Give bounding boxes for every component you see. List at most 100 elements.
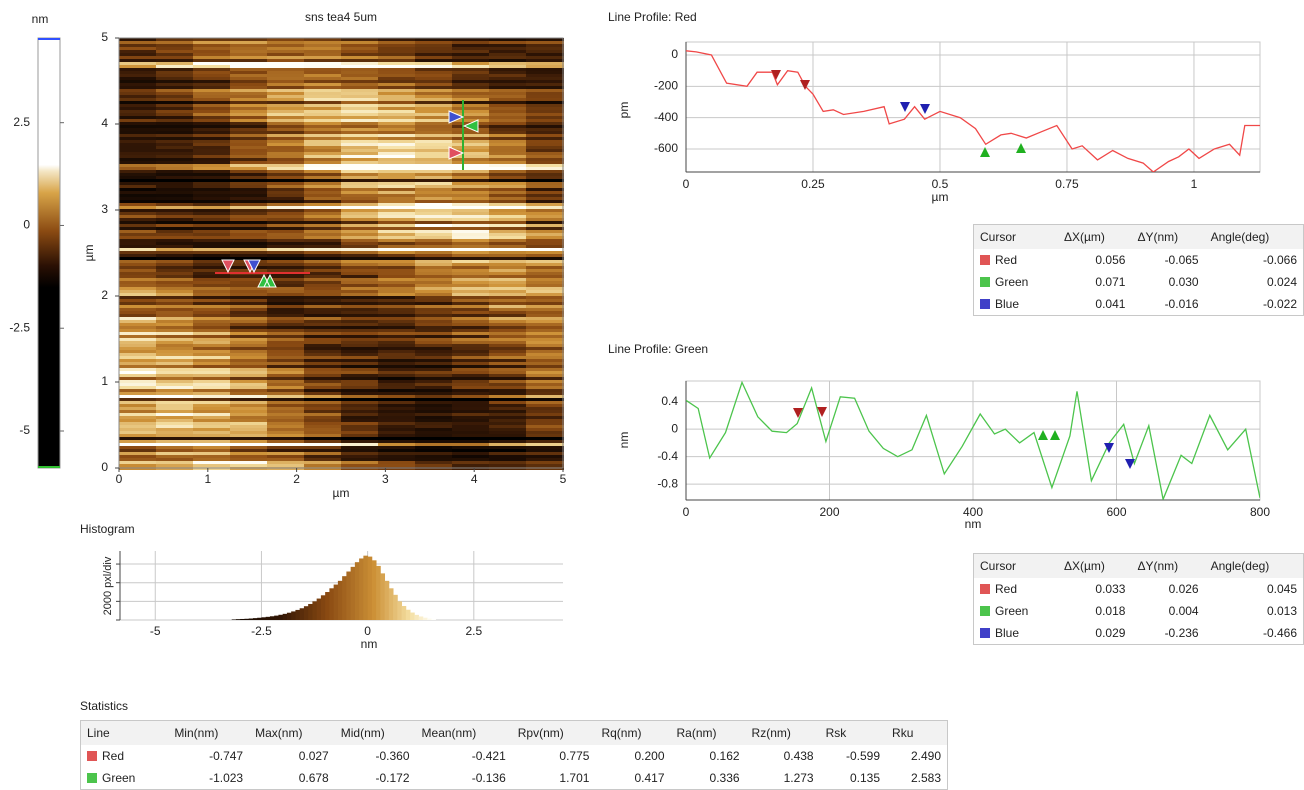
image-pixel: [489, 215, 527, 218]
image-pixel: [267, 161, 305, 164]
image-pixel: [378, 401, 416, 404]
image-pixel: [452, 365, 490, 368]
image-pixel: [156, 326, 194, 329]
image-pixel: [452, 326, 490, 329]
image-pixel: [526, 224, 564, 227]
image-pixel: [119, 209, 157, 212]
image-pixel: [267, 53, 305, 56]
image-pixel: [378, 221, 416, 224]
image-pixel: [526, 134, 564, 137]
image-pixel: [415, 323, 453, 326]
image-pixel: [526, 89, 564, 92]
table-cell: -0.599: [820, 745, 886, 767]
table-cell: 0.026: [1131, 578, 1204, 600]
image-pixel: [193, 68, 231, 71]
image-pixel: [119, 269, 157, 272]
image-pixel: [230, 176, 268, 179]
image-pixel: [267, 242, 305, 245]
image-pixel: [489, 77, 527, 80]
image-pixel: [193, 353, 231, 356]
image-pixel: [119, 224, 157, 227]
image-pixel: [341, 128, 379, 131]
image-pixel: [193, 335, 231, 338]
image-pixel: [526, 320, 564, 323]
image-pixel: [119, 41, 157, 44]
image-pixel: [378, 224, 416, 227]
image-pixel: [193, 50, 231, 53]
image-pixel: [526, 317, 564, 320]
image-pixel: [193, 341, 231, 344]
table-row: Blue 0.041 -0.016 -0.022: [974, 293, 1304, 316]
image-pixel: [156, 215, 194, 218]
image-pixel: [267, 437, 305, 440]
image-pixel: [119, 407, 157, 410]
image-pixel: [452, 422, 490, 425]
image-pixel: [452, 434, 490, 437]
histogram-bar: [248, 618, 254, 620]
image-pixel: [267, 74, 305, 77]
table-cell: -0.065: [1131, 249, 1204, 271]
cell-text: -0.065: [1164, 253, 1199, 267]
image-pixel: [415, 257, 453, 260]
image-pixel: [452, 194, 490, 197]
image-pixel: [341, 422, 379, 425]
histogram-bar: [346, 571, 352, 620]
image-pixel: [267, 296, 305, 299]
image-pixel: [119, 89, 157, 92]
histogram-bar: [235, 619, 241, 620]
cell-text: 0.024: [1266, 275, 1297, 289]
image-pixel: [415, 269, 453, 272]
image-pixel: [230, 62, 268, 65]
image-pixel: [304, 317, 342, 320]
image-pixel: [378, 197, 416, 200]
image-pixel: [156, 134, 194, 137]
image-pixel: [526, 230, 564, 233]
image-pixel: [230, 233, 268, 236]
image-pixel: [341, 308, 379, 311]
image-pixel: [526, 161, 564, 164]
table-row: Green -1.023 0.678 -0.172 -0.136 1.701 0.417 0.…: [81, 767, 948, 790]
image-pixel: [267, 149, 305, 152]
image-pixel: [341, 302, 379, 305]
x-tick-label: 200: [819, 505, 839, 519]
image-pixel: [156, 179, 194, 182]
image-pixel: [267, 428, 305, 431]
image-pixel: [267, 104, 305, 107]
image-pixel: [304, 119, 342, 122]
image-pixel: [526, 251, 564, 254]
image-pixel: [489, 197, 527, 200]
image-pixel: [304, 179, 342, 182]
image-pixel: [230, 275, 268, 278]
x-tick-label: 0: [683, 177, 690, 191]
cursor-marker: [1104, 443, 1135, 469]
image-pixel: [267, 233, 305, 236]
image-pixel: [415, 68, 453, 71]
image-pixel: [526, 71, 564, 74]
image-pixel: [119, 155, 157, 158]
image-pixel: [415, 122, 453, 125]
image-pixel: [415, 206, 453, 209]
image-pixel: [156, 125, 194, 128]
image-pixel: [156, 419, 194, 422]
image-pixel: [304, 464, 342, 467]
image-pixel: [489, 326, 527, 329]
image-pixel: [304, 71, 342, 74]
image-pixel: [415, 59, 453, 62]
image-pixel: [526, 269, 564, 272]
image-pixel: [452, 212, 490, 215]
image-pixel: [341, 236, 379, 239]
image-pixel: [452, 407, 490, 410]
image-pixel: [267, 362, 305, 365]
image-pixel: [341, 401, 379, 404]
image-pixel: [489, 425, 527, 428]
image-pixel: [378, 104, 416, 107]
table-cell: -0.066: [1205, 249, 1304, 271]
image-pixel: [415, 38, 453, 41]
table-cell: 0.033: [1058, 578, 1131, 600]
image-pixel: [341, 446, 379, 449]
image-pixel: [193, 443, 231, 446]
image-pixel: [230, 119, 268, 122]
image-pixel: [193, 107, 231, 110]
image-pixel: [156, 344, 194, 347]
cell-text: -0.022: [1262, 297, 1297, 311]
